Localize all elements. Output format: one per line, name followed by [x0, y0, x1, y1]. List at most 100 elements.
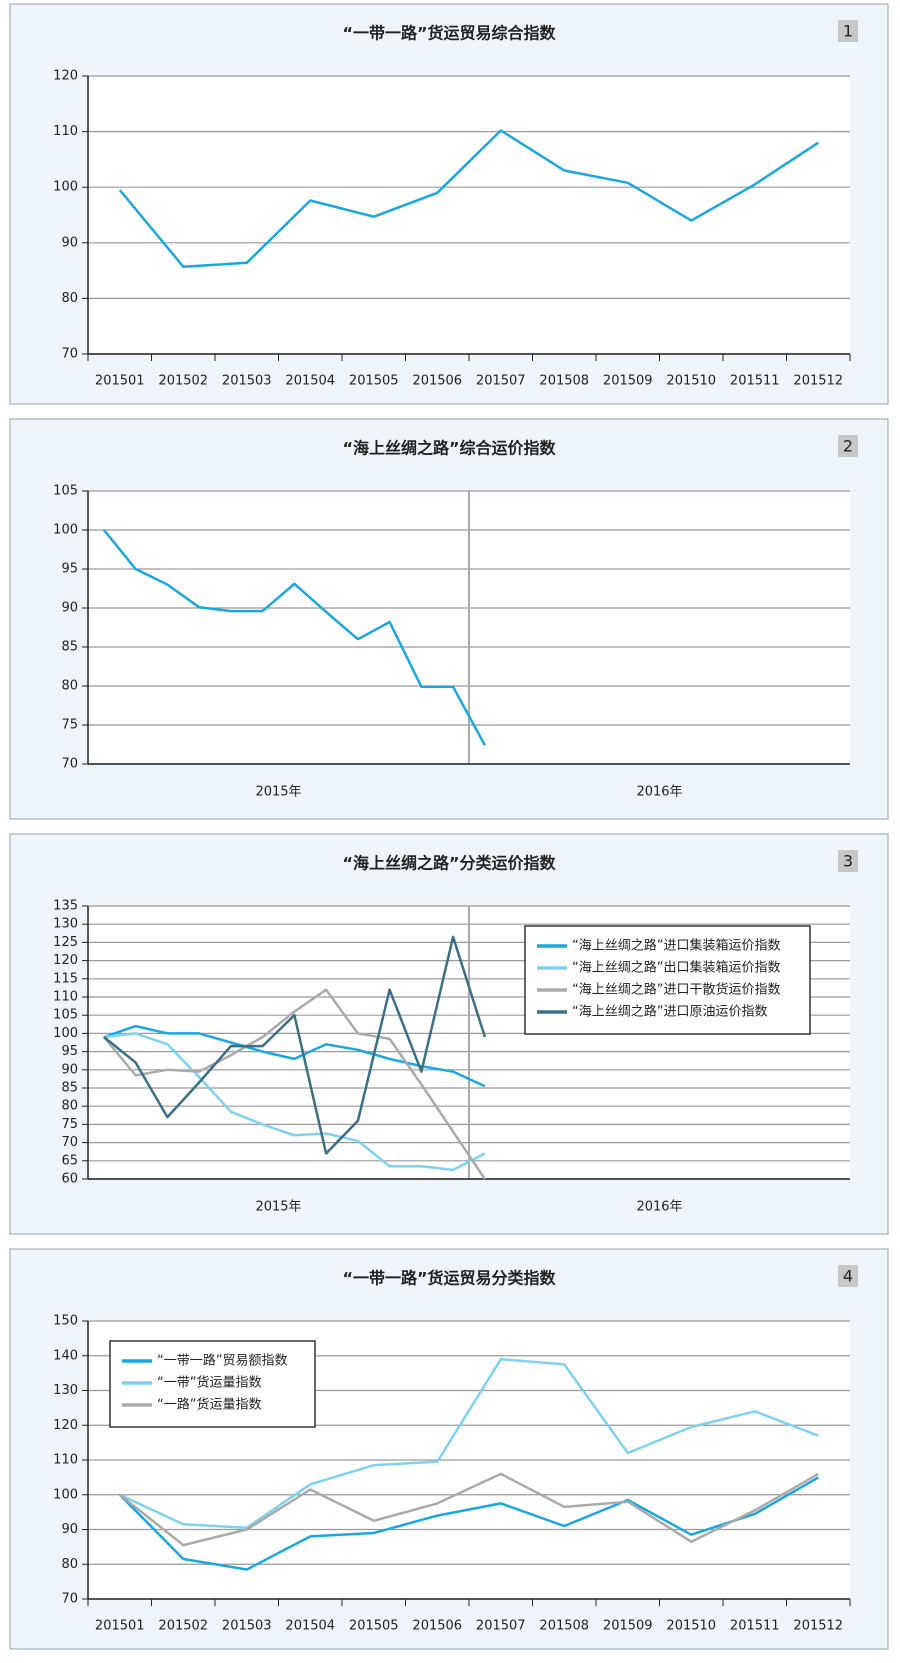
y-tick-label: 135 [53, 899, 78, 914]
y-tick-label: 105 [53, 1008, 78, 1023]
x-tick-label: 201504 [285, 1619, 335, 1634]
x-tick-label: 201506 [412, 374, 462, 389]
x-tick-label: 201510 [666, 1619, 716, 1634]
x-tick-label: 201503 [222, 374, 272, 389]
y-tick-label: 90 [61, 601, 78, 616]
chart-panel: “一带一路”货运贸易综合指数 1 70 80 90 100 110 120 201501 2015… [9, 3, 889, 405]
y-tick-label: 150 [53, 1314, 78, 1329]
x-tick-label: 201508 [539, 374, 589, 389]
panel-badge [838, 1265, 858, 1287]
series-line [119, 1472, 819, 1547]
y-tick-label: 90 [61, 1062, 78, 1077]
x-tick-label: 201511 [730, 1619, 780, 1634]
y-tick-label: 85 [61, 1081, 78, 1096]
x-tick-label: 201510 [666, 374, 716, 389]
x-tick-label: 201505 [349, 374, 399, 389]
x-tick-label: 201501 [95, 1619, 145, 1634]
panel-badge [838, 850, 858, 872]
x-tick-label: 201504 [285, 374, 335, 389]
panel-number: 2 [843, 437, 853, 456]
legend-label: “海上丝绸之路”进口原油运价指数 [572, 1004, 767, 1020]
legend-label: “一带一路”贸易额指数 [157, 1353, 287, 1369]
panel-number: 4 [843, 1267, 853, 1286]
series-line [102, 988, 486, 1180]
y-tick-label: 80 [61, 679, 78, 694]
y-tick-label: 80 [61, 291, 78, 306]
y-tick-label: 70 [61, 347, 78, 362]
x-tick-label: 201509 [603, 1619, 653, 1634]
y-tick-label: 75 [61, 718, 78, 733]
chart-title: “海上丝绸之路”分类运价指数 [342, 854, 556, 873]
y-tick-label: 90 [61, 1522, 78, 1537]
y-tick-label: 95 [61, 1044, 78, 1059]
y-tick-label: 90 [61, 235, 78, 250]
legend-label: “海上丝绸之路”出口集装箱运价指数 [572, 960, 780, 976]
y-tick-label: 65 [61, 1153, 78, 1168]
chart-panel: “海上丝绸之路”综合运价指数 2 70 75 80 85 90 95 100 105 2015年 20… [9, 418, 889, 820]
chart-title: “一带一路”货运贸易分类指数 [342, 1269, 556, 1288]
x-tick-label: 201509 [603, 374, 653, 389]
y-tick-label: 100 [53, 523, 78, 538]
y-tick-label: 120 [53, 69, 78, 84]
y-tick-label: 100 [53, 1026, 78, 1041]
x-tick-label: 201502 [158, 1619, 208, 1634]
series-line [102, 529, 486, 746]
y-tick-label: 80 [61, 1099, 78, 1114]
y-tick-label: 100 [53, 1487, 78, 1502]
panel-number: 1 [843, 22, 853, 41]
x-tick-label: 201503 [222, 1619, 272, 1634]
chart-panel: “海上丝绸之路”分类运价指数 3 60 65 70 75 80 85 90 95 100 105 110… [9, 833, 889, 1235]
legend: “一带一路”贸易额指数 “一带”货运量指数 “一路”货运量指数 [109, 1340, 316, 1428]
y-tick-label: 100 [53, 180, 78, 195]
y-tick-label: 125 [53, 935, 78, 950]
x-group-label: 2016年 [636, 785, 682, 800]
panel-number: 3 [843, 852, 853, 871]
x-tick-label: 201512 [793, 374, 843, 389]
y-tick-label: 75 [61, 1117, 78, 1132]
y-tick-label: 80 [61, 1557, 78, 1572]
legend-label: “海上丝绸之路”进口干散货运价指数 [572, 982, 780, 998]
x-group-label: 2015年 [255, 785, 301, 800]
series-line [103, 1032, 486, 1172]
x-tick-label: 201501 [95, 374, 145, 389]
chart-title: “海上丝绸之路”综合运价指数 [342, 439, 556, 458]
y-tick-label: 95 [61, 562, 78, 577]
series-line [119, 1357, 819, 1530]
y-tick-label: 140 [53, 1348, 78, 1363]
y-tick-label: 70 [61, 1135, 78, 1150]
x-tick-label: 201511 [730, 374, 780, 389]
y-tick-label: 120 [53, 1418, 78, 1433]
chart-title: “一带一路”货运贸易综合指数 [342, 24, 556, 43]
legend-label: “一路”货运量指数 [157, 1397, 261, 1413]
y-tick-label: 110 [53, 1453, 78, 1468]
legend-label: “一带”货运量指数 [157, 1375, 261, 1391]
y-tick-label: 105 [53, 484, 78, 499]
x-tick-label: 201507 [476, 1619, 526, 1634]
x-group-label: 2016年 [636, 1200, 682, 1215]
legend-box [524, 925, 811, 1035]
x-tick-label: 201502 [158, 374, 208, 389]
legend: “海上丝绸之路”进口集装箱运价指数 “海上丝绸之路”出口集装箱运价指数 “海上丝绸之… [524, 925, 811, 1035]
series-line [118, 1476, 819, 1571]
y-tick-label: 115 [53, 971, 78, 986]
chart-panel: “一带一路”货运贸易分类指数 4 70 80 90 100 110 120 130 140 150 2… [9, 1248, 889, 1650]
x-group-label: 2015年 [255, 1200, 301, 1215]
panel-badge [838, 435, 858, 457]
series-line [103, 935, 487, 1155]
y-tick-label: 130 [53, 917, 78, 932]
series-line [118, 129, 819, 268]
x-tick-label: 201507 [476, 374, 526, 389]
y-tick-label: 85 [61, 640, 78, 655]
y-tick-label: 70 [61, 1592, 78, 1607]
y-tick-label: 120 [53, 953, 78, 968]
panel-badge [838, 20, 858, 42]
x-tick-label: 201512 [793, 1619, 843, 1634]
y-tick-label: 60 [61, 1172, 78, 1187]
x-tick-label: 201506 [412, 1619, 462, 1634]
x-tick-label: 201505 [349, 1619, 399, 1634]
legend-label: “海上丝绸之路”进口集装箱运价指数 [572, 938, 780, 954]
y-tick-label: 110 [53, 124, 78, 139]
plot-area [88, 76, 850, 354]
